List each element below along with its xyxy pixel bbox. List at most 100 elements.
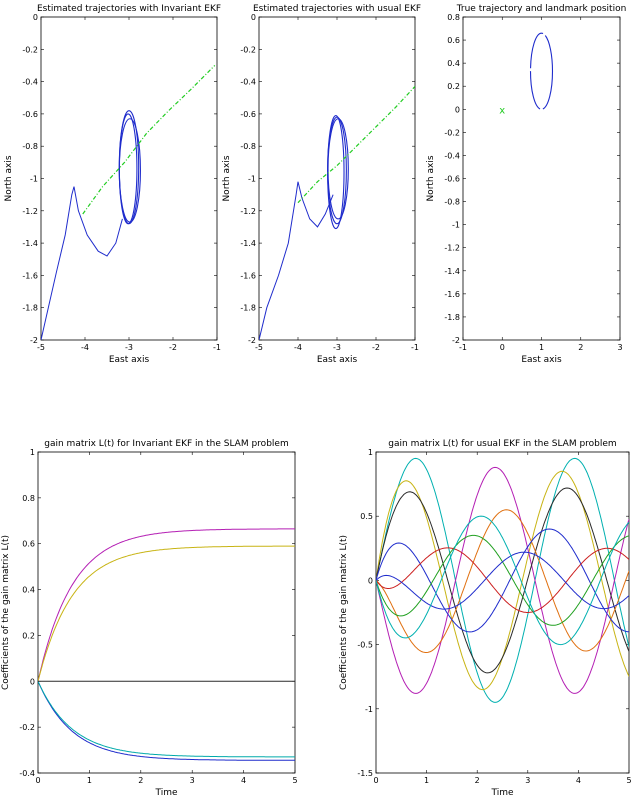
plot-frame [40,16,218,341]
x-tick-label: 4 [241,776,246,785]
gain-series-line-4 [376,487,629,674]
chart-title: gain matrix L(t) for Invariant EKF in th… [44,439,288,449]
y-tick-label: 0.8 [22,494,35,503]
y-tick-label: -0.4 [22,78,38,87]
y-tick-label: 0 [30,677,35,686]
gain-series-line-6 [376,528,629,633]
x-axis-label: East axis [109,355,150,365]
y-tick-label: -0.6 [240,110,256,119]
y-tick-label: -1.5 [357,769,373,778]
y-tick-label: 0.4 [447,59,460,68]
x-tick-label: -3 [333,343,341,352]
plot-area [38,528,295,761]
chart-panel-1: Estimated trajectories with Invariant EK… [4,4,221,365]
x-tick-label: 1 [424,776,429,785]
y-tick-label: 0.6 [447,36,460,45]
y-tick-label: 0 [368,576,373,585]
x-tick-label: 0 [500,343,505,352]
landmark-estimate-line [297,85,415,204]
gain-series-line-5 [376,509,629,653]
y-tick-label: 1 [368,448,373,457]
chart-panel-3: True trajectory and landmark position -1 0… [426,4,626,365]
y-tick-label: -0.6 [444,175,460,184]
y-tick-label: -0.2 [444,128,460,137]
x-tick-label: -4 [294,343,302,352]
y-tick-label: -1.2 [444,244,460,253]
x-tick-label: 2 [138,776,143,785]
x-tick-label: -1 [459,343,467,352]
x-axis-label: Time [154,788,177,798]
y-axis-label: Coefficients of the gain matrix L(t) [339,535,349,690]
x-axis-label: East axis [317,355,358,365]
chart-title: Estimated trajectories with Invariant EK… [37,4,221,14]
y-tick-label: 0.5 [360,512,373,521]
y-axis-label: North axis [4,155,14,201]
landmark-estimate-line [82,64,216,215]
x-tick-label: -2 [372,343,380,352]
gain-series-line-2 [38,545,295,682]
y-tick-label: -1 [30,175,38,184]
plot-frame [375,451,630,774]
x-tick-label: -5 [37,343,45,352]
y-tick-label: -0.5 [357,641,373,650]
gain-series-line-4 [38,681,295,758]
plot-frame [37,451,296,774]
x-tick-label: 1 [539,343,544,352]
y-tick-label: 0.6 [22,540,35,549]
x-tick-label: 1 [87,776,92,785]
y-tick-label: -0.8 [444,198,460,207]
x-tick-label: 4 [576,776,581,785]
x-tick-label: -5 [255,343,263,352]
y-tick-label: -1.6 [240,271,256,280]
true-trajectory-ellipse [529,32,554,110]
trajectory-loop [327,118,349,220]
y-tick-label: -0.2 [240,45,256,54]
y-tick-label: -1 [452,221,460,230]
trajectory-transient-line [41,186,123,340]
chart-panel-4: gain matrix L(t) for Invariant EKF in th… [1,439,298,798]
y-tick-label: -2 [30,336,38,345]
chart-panel-2: Estimated trajectories with usual EKF -5 -… [222,4,421,365]
chart-title: gain matrix L(t) for usual EKF in the SL… [388,439,616,449]
x-tick-label: -4 [81,343,89,352]
x-tick-label: 3 [617,343,622,352]
y-tick-label: -1.4 [240,239,256,248]
y-tick-label: -2 [452,336,460,345]
y-tick-label: -1.4 [22,239,38,248]
x-tick-label: 3 [525,776,530,785]
y-tick-label: 0.8 [447,13,460,22]
gain-series-line-10 [376,515,629,646]
plot-frame [462,16,621,341]
plot-area [259,85,415,340]
trajectory-transient-line [259,181,334,340]
plot-area [376,457,629,703]
plot-area [41,64,216,340]
x-tick-label: -2 [169,343,177,352]
plot-area: x [499,32,554,116]
landmark-marker: x [499,105,505,116]
x-axis-label: East axis [521,355,562,365]
x-tick-label: -1 [213,343,221,352]
y-tick-label: 0.2 [22,631,35,640]
x-tick-label: -3 [125,343,133,352]
y-tick-label: -1.8 [240,304,256,313]
y-tick-label: -1.8 [444,313,460,322]
gain-series-line-3 [376,466,629,694]
x-tick-label: 5 [626,776,631,785]
y-tick-label: -1 [365,705,373,714]
chart-panel-5: gain matrix L(t) for usual EKF in the SL… [339,439,632,798]
gain-series-line-7 [376,534,629,626]
y-tick-label: -1.6 [22,271,38,280]
x-tick-label: 0 [35,776,40,785]
gain-series-line-8 [376,547,629,613]
y-tick-label: -0.8 [22,142,38,151]
x-axis-label: Time [490,788,513,798]
trajectory-loop [327,114,345,230]
gain-series-line-9 [376,551,629,610]
y-tick-label: 0 [455,105,460,114]
y-tick-label: -1.2 [22,207,38,216]
y-tick-label: -1.6 [444,290,460,299]
y-tick-label: 0 [251,13,256,22]
chart-title: True trajectory and landmark position [456,4,627,14]
chart-title: Estimated trajectories with usual EKF [253,4,421,14]
